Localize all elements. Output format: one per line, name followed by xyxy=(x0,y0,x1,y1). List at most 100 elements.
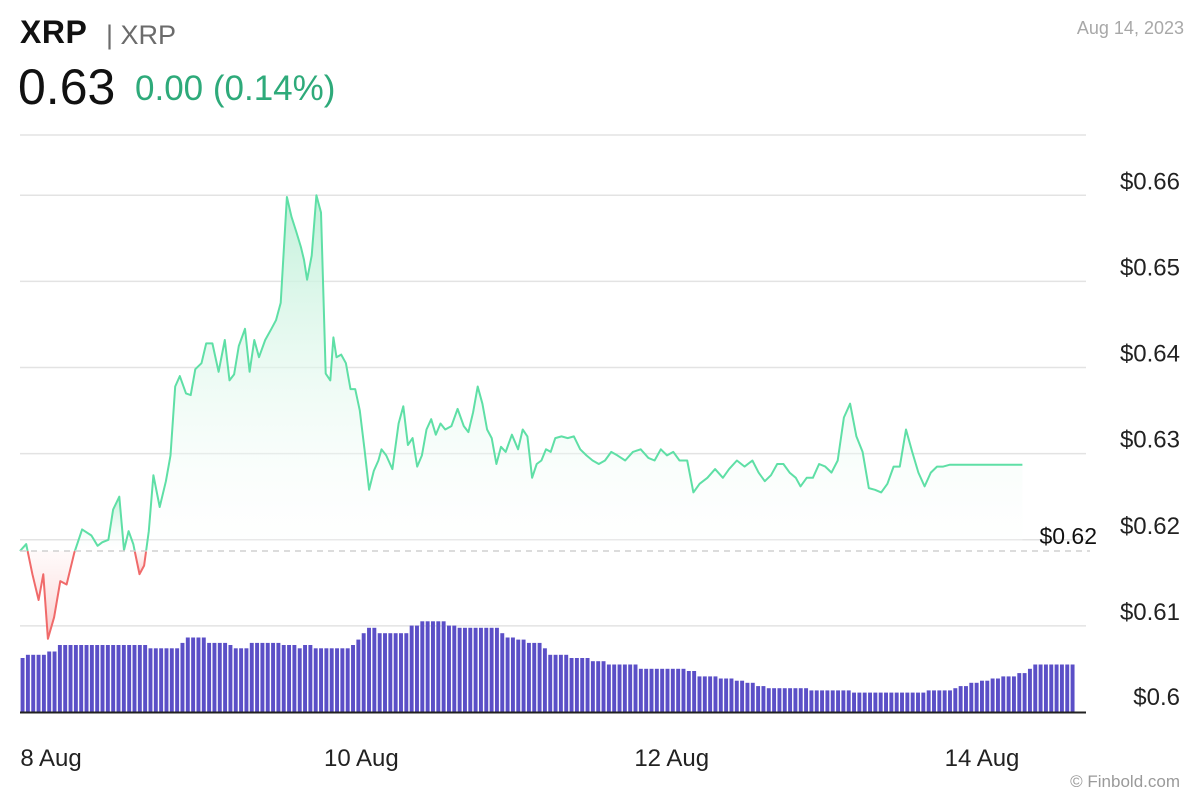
volume-bar xyxy=(281,645,286,712)
volume-bar xyxy=(1033,664,1038,712)
volume-bar xyxy=(521,639,526,712)
price-change: 0.00 (0.14%) xyxy=(135,69,336,108)
volume-bar xyxy=(606,664,611,712)
volume-bar xyxy=(841,690,846,712)
volume-bar xyxy=(447,625,451,712)
area-below-reference xyxy=(27,551,75,639)
volume-bar xyxy=(772,688,777,712)
volume-bar xyxy=(734,680,739,712)
volume-bar xyxy=(84,645,89,712)
volume-bar xyxy=(1017,673,1022,712)
y-tick-label: $0.61 xyxy=(1120,599,1180,626)
volume-bar xyxy=(558,654,563,712)
volume-bar xyxy=(980,680,984,712)
volume-bar xyxy=(868,692,872,712)
volume-bar xyxy=(431,621,435,712)
volume-bar xyxy=(1065,664,1070,712)
ticker-symbol: XRP xyxy=(20,14,88,50)
volume-bar xyxy=(457,627,462,712)
volume-bar xyxy=(372,627,377,712)
volume-bar xyxy=(153,648,158,712)
volume-bar xyxy=(276,642,281,712)
volume-bar xyxy=(820,690,825,712)
volume-bar xyxy=(649,668,654,712)
volume-bar xyxy=(969,682,974,712)
volume-bar xyxy=(857,692,862,712)
volume-bar xyxy=(468,627,473,712)
volume-bar xyxy=(809,690,814,712)
volume-bar xyxy=(569,658,574,712)
volume-bar xyxy=(985,680,990,712)
area-below-reference xyxy=(134,551,147,575)
x-tick-label: 10 Aug xyxy=(324,745,399,772)
volume-bar xyxy=(377,633,382,712)
volume-bar xyxy=(873,692,878,712)
asset-name: | XRP xyxy=(106,20,177,50)
volume-bar xyxy=(345,648,350,712)
volume-bar xyxy=(974,682,979,712)
volume-bar xyxy=(287,645,292,712)
volume-bar xyxy=(175,648,180,712)
volume-bar xyxy=(79,645,84,712)
volume-bar xyxy=(644,668,649,712)
current-price: 0.63 xyxy=(18,59,116,115)
volume-bar xyxy=(303,645,308,712)
volume-bar xyxy=(676,668,681,712)
volume-bar xyxy=(383,633,387,712)
volume-bar xyxy=(670,668,675,712)
volume-bar xyxy=(782,688,787,712)
reference-line: $0.62 xyxy=(20,523,1097,552)
volume-bar xyxy=(207,642,212,712)
volume-bar xyxy=(1049,664,1054,712)
volume-bar xyxy=(718,678,723,712)
volume-bar xyxy=(441,621,446,712)
price-segment-down xyxy=(133,550,148,576)
volume-bar xyxy=(1043,664,1048,712)
volume-bar xyxy=(233,648,238,712)
volume-bar xyxy=(73,645,78,712)
volume-bar xyxy=(399,633,403,712)
volume-bar xyxy=(548,654,553,712)
volume-bar xyxy=(249,642,254,712)
volume-bar xyxy=(329,648,334,712)
source-credit[interactable]: © Finbold.com xyxy=(1070,772,1180,792)
volume-bar xyxy=(121,645,126,712)
volume-bar xyxy=(239,648,244,712)
volume-bar xyxy=(894,692,899,712)
x-tick-label: 14 Aug xyxy=(945,745,1020,772)
volume-bar xyxy=(660,668,665,712)
volume-bar xyxy=(127,645,132,712)
credit-label: Finbold.com xyxy=(1087,772,1180,791)
volume-bar xyxy=(478,627,483,712)
volume-bar xyxy=(729,678,734,712)
volume-bar xyxy=(143,645,148,712)
volume-bar xyxy=(308,645,313,712)
price-segment-up xyxy=(73,495,136,552)
volume-bar xyxy=(574,658,579,712)
volume-bar xyxy=(836,690,841,712)
volume-bar xyxy=(990,678,995,712)
volume-bar xyxy=(852,692,857,712)
volume-bar xyxy=(878,692,883,712)
volume-bar xyxy=(68,645,73,712)
y-tick-label: $0.65 xyxy=(1120,254,1180,281)
volume-bar xyxy=(52,651,57,712)
volume-bar xyxy=(164,648,169,712)
volume-bar xyxy=(766,688,771,712)
volume-bar xyxy=(217,642,222,712)
volume-bar xyxy=(271,642,276,712)
x-tick-label: 8 Aug xyxy=(20,745,81,772)
volume-bar xyxy=(260,642,265,712)
x-tick-label: 12 Aug xyxy=(634,745,709,772)
volume-bar xyxy=(761,686,766,712)
volume-bar xyxy=(537,642,542,712)
volume-bar xyxy=(516,639,521,712)
volume-bar xyxy=(526,642,531,712)
volume-bar xyxy=(958,686,963,712)
volume-bar xyxy=(532,642,537,712)
volume-bar xyxy=(1054,664,1059,712)
volume-bar xyxy=(777,688,782,712)
volume-bar xyxy=(804,688,809,712)
price-line xyxy=(19,194,1023,640)
volume-bar xyxy=(89,645,94,712)
